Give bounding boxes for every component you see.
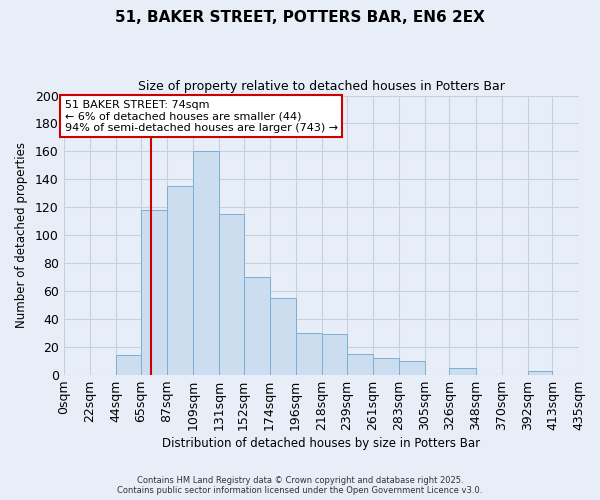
Bar xyxy=(193,152,219,374)
Text: Contains HM Land Registry data © Crown copyright and database right 2025.
Contai: Contains HM Land Registry data © Crown c… xyxy=(118,476,482,495)
Bar xyxy=(116,355,140,374)
Bar xyxy=(219,214,244,374)
Bar xyxy=(527,370,553,374)
Title: Size of property relative to detached houses in Potters Bar: Size of property relative to detached ho… xyxy=(137,80,505,93)
Text: 51 BAKER STREET: 74sqm
← 6% of detached houses are smaller (44)
94% of semi-deta: 51 BAKER STREET: 74sqm ← 6% of detached … xyxy=(65,100,338,133)
Bar xyxy=(398,360,425,374)
Bar xyxy=(347,354,373,374)
Bar xyxy=(373,358,398,374)
Y-axis label: Number of detached properties: Number of detached properties xyxy=(15,142,28,328)
Bar xyxy=(322,334,347,374)
Bar xyxy=(296,333,322,374)
X-axis label: Distribution of detached houses by size in Potters Bar: Distribution of detached houses by size … xyxy=(162,437,480,450)
Bar xyxy=(167,186,193,374)
Bar xyxy=(269,298,296,374)
Text: 51, BAKER STREET, POTTERS BAR, EN6 2EX: 51, BAKER STREET, POTTERS BAR, EN6 2EX xyxy=(115,10,485,25)
Bar xyxy=(449,368,476,374)
Bar xyxy=(140,210,167,374)
Bar xyxy=(244,277,269,374)
